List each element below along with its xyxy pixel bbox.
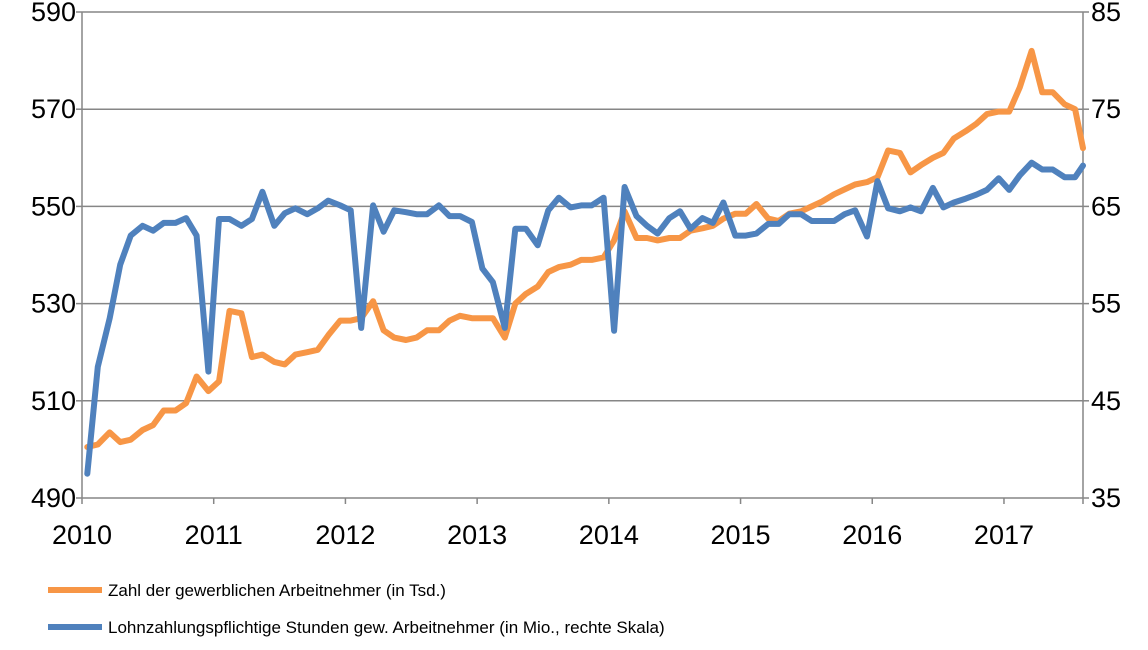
left-axis-tick-label: 590 [31, 0, 76, 27]
right-axis-tick-label: 55 [1091, 289, 1121, 319]
x-axis-tick-label: 2017 [974, 520, 1034, 550]
x-axis-tick-labels: 2010 2011 2012 2013 2014 2015 2016 2017 [52, 520, 1034, 550]
right-axis-tick-label: 35 [1091, 483, 1121, 513]
right-axis-tick-label: 85 [1091, 0, 1121, 27]
axes [76, 11, 1089, 504]
x-axis-tick-label: 2011 [185, 520, 243, 550]
series-lines [84, 47, 1086, 477]
left-axis-tick-label: 570 [31, 94, 76, 124]
left-axis-tick-label: 550 [31, 191, 76, 221]
x-axis-tick-label: 2014 [579, 520, 639, 550]
legend-label: Zahl der gewerblichen Arbeitnehmer (in T… [108, 581, 446, 600]
x-axis-tick-label: 2015 [711, 520, 771, 550]
right-axis-tick-label: 65 [1091, 191, 1121, 221]
x-axis-tick-label: 2013 [447, 520, 507, 550]
x-axis-tick-label: 2010 [52, 520, 112, 550]
left-axis-tick-label: 530 [31, 289, 76, 319]
series-line-arbeitnehmer [84, 47, 1086, 450]
right-axis-tick-label: 45 [1091, 386, 1121, 416]
legend-label: Lohnzahlungspflichtige Stunden gew. Arbe… [108, 618, 665, 637]
legend: Zahl der gewerblichen Arbeitnehmer (in T… [48, 581, 665, 637]
left-axis-tick-label: 490 [31, 483, 76, 513]
right-axis-tick-label: 75 [1091, 94, 1121, 124]
right-axis-tick-labels: 35 45 55 65 75 85 [1091, 0, 1121, 513]
series-line-stunden [84, 159, 1086, 477]
left-axis-tick-labels: 490 510 530 550 570 590 [31, 0, 76, 513]
left-axis-tick-label: 510 [31, 386, 76, 416]
x-axis-tick-label: 2012 [315, 520, 375, 550]
x-axis-tick-label: 2016 [842, 520, 902, 550]
